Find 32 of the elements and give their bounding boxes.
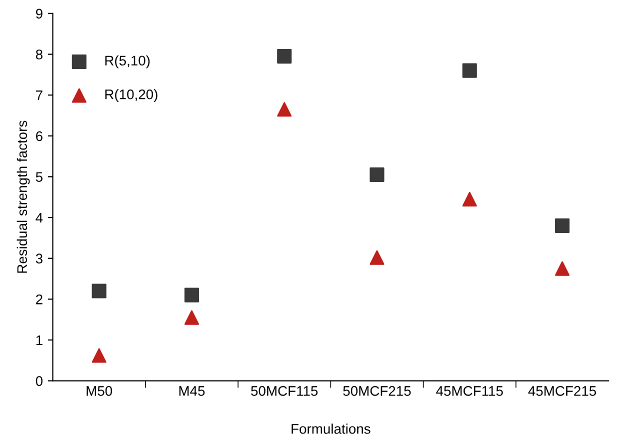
point (554, 218, 570, 233)
y-tick-label: 5 (36, 172, 42, 182)
y-tick-label: 8 (36, 50, 42, 60)
point (92, 348, 106, 363)
point (184, 288, 200, 302)
x-tick-label: M45 (179, 386, 205, 396)
x-tick-label: M50 (86, 386, 112, 396)
x-tick-label: 50MCF215 (343, 386, 411, 396)
point (277, 49, 292, 64)
point (184, 310, 200, 325)
x-tick-label: 45MCF215 (528, 386, 596, 396)
y-tick-label: 1 (36, 335, 42, 346)
y-tick-label: 0 (36, 376, 43, 386)
point (92, 284, 106, 298)
x-tick-label: 45MCF115 (436, 386, 503, 396)
x-axis-title: Formulations (292, 424, 370, 434)
legend-label: R(10,20) (105, 89, 158, 102)
point (370, 167, 384, 182)
point (277, 102, 292, 117)
y-tick-label: 4 (36, 213, 43, 223)
y-tick-label: 7 (36, 90, 42, 100)
point (462, 63, 477, 78)
y-tick-label: 2 (36, 294, 42, 304)
y-tick-label: 9 (36, 8, 42, 19)
point (554, 261, 570, 276)
y-axis-title: Residual strength factors (16, 120, 30, 273)
point (370, 250, 384, 265)
legend-label: R(5,10) (105, 55, 150, 68)
x-tick-label: 50MCF115 (251, 386, 318, 396)
y-tick-label: 6 (36, 131, 42, 142)
point (462, 192, 477, 206)
y-tick-label: 3 (36, 254, 42, 264)
